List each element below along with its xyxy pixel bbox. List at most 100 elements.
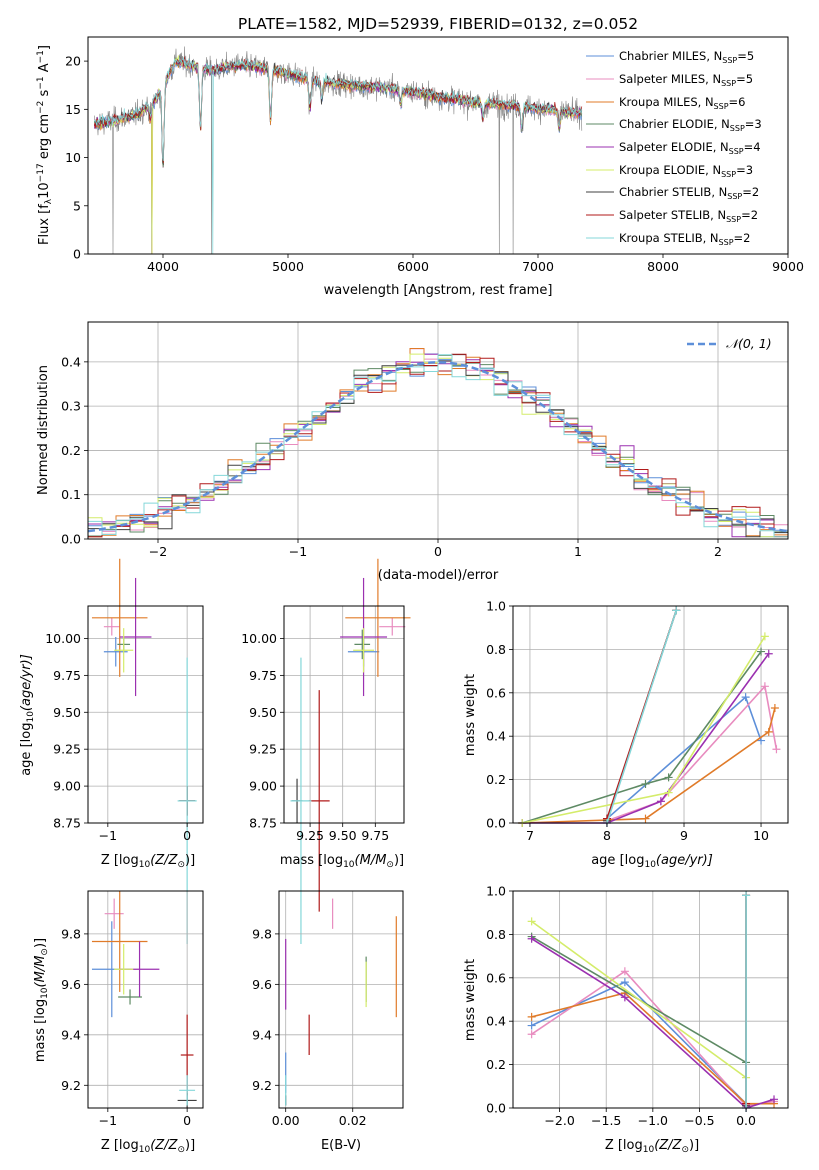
normal-distribution-curve <box>87 361 789 533</box>
y-tick-label: 0.6 <box>486 685 506 700</box>
svg-text:Chabrier MILES, NSSP=5: Chabrier MILES, NSSP=5 <box>619 49 754 65</box>
x-tick-label: 0.00 <box>272 1113 300 1128</box>
histogram-ticks: −2 −1 0 1 2 0.0 0.1 0.2 0.3 0.4 <box>61 354 722 559</box>
spectrum-ticks: 4000 5000 6000 7000 8000 9000 0 5 10 15 20 <box>65 54 804 274</box>
y-tick-label: 10.00 <box>241 631 277 646</box>
y-tick-label: 9.75 <box>249 668 277 683</box>
x-tick-label: −1.5 <box>591 1113 621 1128</box>
age-vs-metallicity-panel: −1 0 8.75 9.00 9.25 9.50 9.75 10.00 Z [log10(Z/… <box>19 558 204 945</box>
x-tick-label: 0 <box>434 544 442 559</box>
plus-marker <box>760 682 769 691</box>
x-tick-label: 9.75 <box>361 828 389 843</box>
plus-marker <box>620 993 629 1002</box>
x-tick-label: −2.0 <box>544 1113 574 1128</box>
plus-marker <box>757 647 766 656</box>
plus-marker <box>741 693 750 702</box>
y-tick-label: 0.6 <box>486 970 506 985</box>
histogram-step-line <box>88 354 788 538</box>
plus-marker <box>764 727 773 736</box>
plus-marker <box>641 814 650 823</box>
y-tick-label: 0.4 <box>486 1014 506 1029</box>
mass-weight-series-line <box>531 920 747 1079</box>
x-tick-label: 9000 <box>772 259 804 274</box>
spectrum-xlabel: wavelength [Angstrom, rest frame] <box>324 283 553 298</box>
weight-age-lines <box>518 606 781 827</box>
y-tick-label: 9.50 <box>249 705 277 720</box>
mass-weight-series-line <box>522 707 776 824</box>
y-tick-label: 0.4 <box>61 354 81 369</box>
plus-marker <box>672 606 681 615</box>
weight-z-lines <box>527 891 779 1112</box>
y-tick-label: 9.6 <box>252 977 272 992</box>
spectrum-title: PLATE=1582, MJD=52939, FIBERID=0132, z=0… <box>238 15 638 33</box>
y-tick-label: 0.8 <box>486 927 506 942</box>
legend-item-8: Kroupa STELIB, NSSP=2 <box>586 231 750 247</box>
error-bar-point <box>118 989 142 1005</box>
residual-histogram-panel: −2 −1 0 1 2 0.0 0.1 0.2 0.3 0.4 (data-model)/erro… <box>36 321 789 583</box>
y-tick-label: 0 <box>73 247 81 262</box>
x-tick-label: −1 <box>99 828 117 843</box>
legend-item-0: Chabrier MILES, NSSP=5 <box>586 49 754 65</box>
spectrum-ylabel: Flux [fλ10−17 erg cm−2 s−1 A−1] <box>36 45 54 245</box>
x-tick-label: 9.50 <box>329 828 357 843</box>
error-bar-point <box>103 617 120 636</box>
histogram-ylabel: Normed distribution <box>36 365 51 495</box>
y-tick-label: 15 <box>65 102 81 117</box>
spectrum-legend: Chabrier MILES, NSSP=5 Salpeter MILES, N… <box>586 49 762 247</box>
x-tick-label: 9 <box>680 828 688 843</box>
error-bar-point <box>354 629 371 660</box>
age-mass-xlabel: mass [log10(M/M⊙)] <box>280 853 404 870</box>
age-mass-ticks: 9.25 9.50 9.75 8.75 9.00 9.25 9.50 9.75 10.00 <box>241 631 389 843</box>
x-tick-label: −1.0 <box>638 1113 668 1128</box>
weight-z-ticks: −2.0 −1.5 −1.0 −0.5 0.0 0.0 0.2 0.4 0.6 0.8 1.0 <box>486 884 756 1129</box>
svg-text:Kroupa MILES, NSSP=6: Kroupa MILES, NSSP=6 <box>619 95 745 111</box>
x-tick-label: −2 <box>149 544 167 559</box>
plus-marker <box>760 632 769 641</box>
legend-item-5: Kroupa ELODIE, NSSP=3 <box>586 163 753 179</box>
spectrum-lines <box>93 46 583 255</box>
error-bar-point <box>379 617 406 636</box>
x-tick-label: 1 <box>574 544 582 559</box>
y-tick-label: 0.0 <box>486 1101 506 1116</box>
weight-age-ticks: 7 8 9 10 0.0 0.2 0.4 0.6 0.8 1.0 <box>486 599 769 844</box>
error-bar-point <box>91 891 148 992</box>
error-bar-point <box>290 657 312 945</box>
y-tick-label: 20 <box>65 54 81 69</box>
mass-weight-series-line <box>521 651 762 824</box>
y-tick-label: 8.75 <box>53 816 81 831</box>
x-tick-label: 9.25 <box>296 828 324 843</box>
plus-marker <box>664 788 673 797</box>
x-tick-label: 0 <box>183 828 191 843</box>
mass-z-errorbars <box>91 891 197 1108</box>
mass-ebv-xlabel: E(B-V) <box>321 1138 361 1153</box>
y-tick-label: 9.4 <box>61 1027 81 1042</box>
x-tick-label: −1 <box>289 544 307 559</box>
legend-item-7: Salpeter STELIB, NSSP=2 <box>586 208 758 224</box>
y-tick-label: 0.2 <box>486 772 506 787</box>
weight-z-xlabel: Z [log10(Z/Z⊙)] <box>605 1138 699 1155</box>
plus-marker <box>527 934 536 943</box>
mass-z-ylabel: mass [log10(M/M⊙)] <box>33 938 50 1062</box>
x-tick-label: 0.02 <box>339 1113 367 1128</box>
y-tick-label: 0.3 <box>61 399 81 414</box>
spectrum-axes-frame <box>87 36 789 255</box>
error-bar-point <box>179 1075 196 1106</box>
y-tick-label: 9.8 <box>252 926 272 941</box>
legend-item-3: Chabrier ELODIE, NSSP=3 <box>586 117 762 133</box>
spectrum-panel: PLATE=1582, MJD=52939, FIBERID=0132, z=0… <box>36 15 804 298</box>
y-tick-label: 9.00 <box>249 779 277 794</box>
age-mass-axes-frame <box>283 605 405 824</box>
normal-legend-label: 𝒩(0, 1) <box>726 336 772 351</box>
plus-marker <box>620 967 629 976</box>
y-tick-label: 9.2 <box>252 1078 272 1093</box>
plus-marker <box>742 891 751 900</box>
svg-text:Chabrier STELIB, NSSP=2: Chabrier STELIB, NSSP=2 <box>619 185 759 201</box>
x-tick-label: −0.5 <box>684 1113 714 1128</box>
y-tick-label: 8.75 <box>249 816 277 831</box>
mass-ebv-errorbars <box>285 898 397 1106</box>
y-tick-label: 9.50 <box>53 705 81 720</box>
x-tick-label: 8000 <box>647 259 679 274</box>
plus-marker <box>527 917 536 926</box>
y-tick-label: 9.75 <box>53 668 81 683</box>
age-mass-errorbars <box>290 558 411 945</box>
